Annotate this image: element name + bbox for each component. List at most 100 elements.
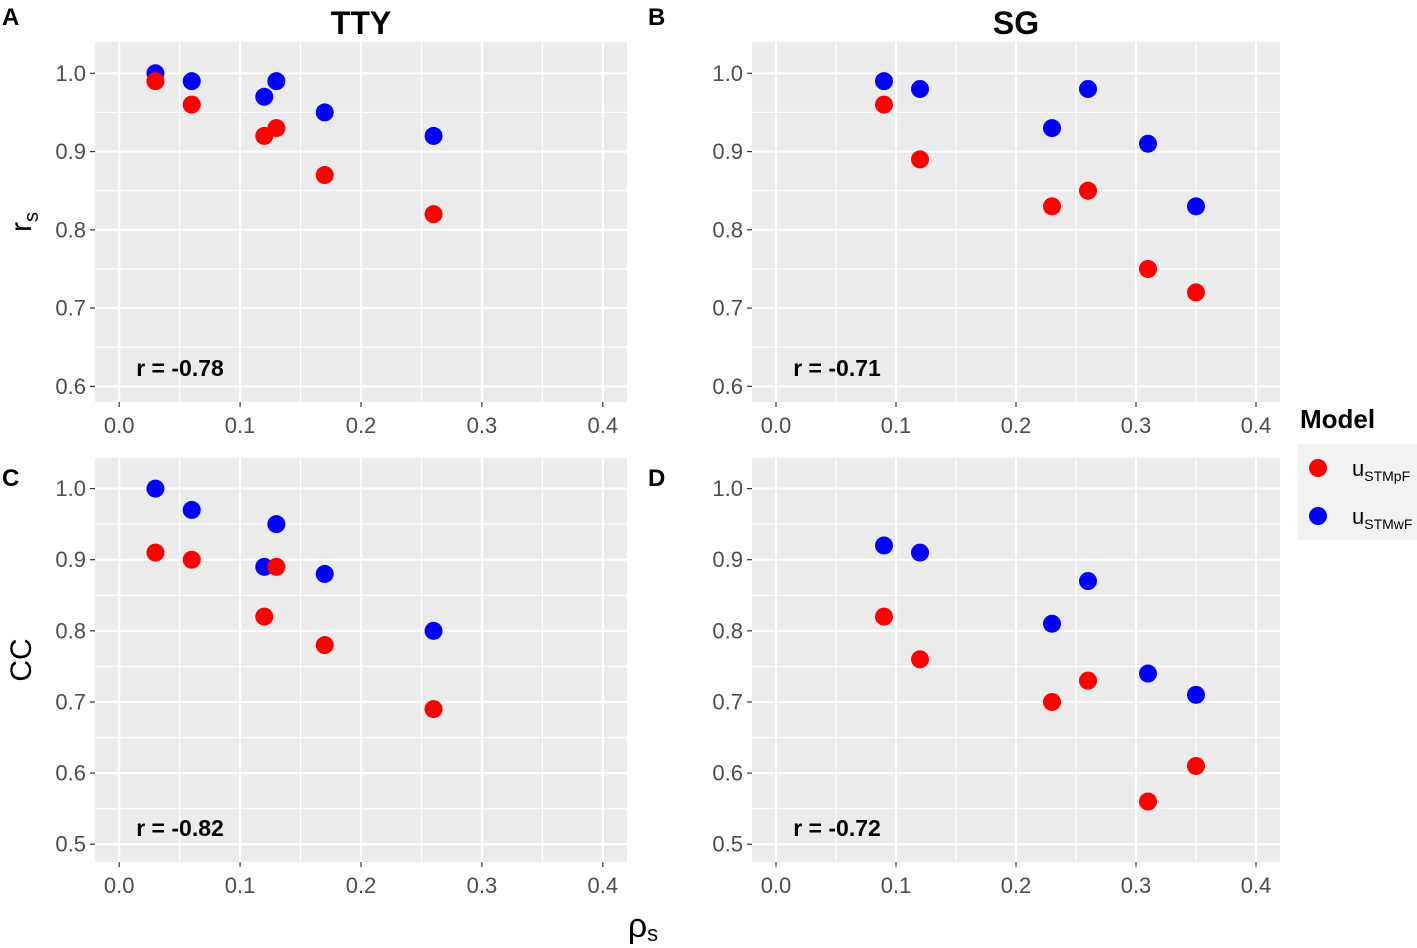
- y-tick-label: 0.6: [55, 761, 86, 786]
- point-ustmwf: [1043, 119, 1061, 138]
- correlation-annotation: r = -0.78: [136, 355, 224, 381]
- point-ustmwf: [875, 72, 893, 91]
- point-ustmwf: [182, 500, 201, 519]
- legend-label-subscript: STMwF: [1364, 516, 1412, 532]
- point-ustmwf: [911, 543, 929, 562]
- x-tick-label: 0.0: [761, 873, 792, 898]
- y-tick-label: 1.0: [55, 476, 86, 501]
- panel-b: 0.0 0.1 0.2 0.3 0.4 0.6 0.7 0.8 0.9 1.0 SG Br = -0.…: [648, 4, 1280, 438]
- point-ustmpf: [911, 650, 929, 669]
- point-ustmpf: [267, 557, 286, 576]
- point-ustmwf: [315, 564, 334, 583]
- series-ustmpf: [875, 607, 1205, 811]
- point-ustmwf: [255, 87, 274, 106]
- point-ustmwf: [1079, 572, 1097, 591]
- series-ustmwf: [875, 72, 1205, 216]
- x-axis-label: ρs: [628, 907, 658, 946]
- point-ustmpf: [1079, 671, 1097, 690]
- panel-a: 0.0 0.1 0.2 0.3 0.4 0.6 0.7 0.8 0.9 1.0 TTY Ars r = …: [2, 4, 627, 438]
- x-tick-label: 0.1: [881, 413, 912, 438]
- y-tick-label: 0.8: [712, 217, 743, 242]
- panel-title: TTY: [331, 5, 391, 41]
- point-ustmwf: [424, 621, 443, 640]
- x-tick-label: 0.0: [104, 873, 135, 898]
- point-ustmwf: [1187, 197, 1205, 216]
- x-tick-label: 0.2: [346, 873, 377, 898]
- x-tick-label: 0.3: [1121, 873, 1152, 898]
- x-tick-label: 0.0: [761, 413, 792, 438]
- x-tick-label: 0.4: [1241, 873, 1272, 898]
- legend-label-main: u: [1352, 504, 1364, 529]
- point-ustmpf: [911, 150, 929, 169]
- point-ustmpf: [1187, 283, 1205, 302]
- point-ustmpf: [182, 95, 201, 114]
- x-tick-label: 0.3: [467, 413, 498, 438]
- x-tick-label: 0.4: [1241, 413, 1272, 438]
- y-tick-label: 0.7: [55, 689, 86, 714]
- x-axis-label-subscript: s: [647, 921, 658, 946]
- y-axis-label: CC: [5, 638, 38, 681]
- y-tick-label: 1.0: [55, 61, 86, 86]
- point-ustmwf: [911, 79, 929, 98]
- y-tick-label: 0.6: [55, 374, 86, 399]
- legend-key-ustmpf: [1309, 459, 1327, 477]
- y-tick-label: 0.7: [712, 296, 743, 321]
- x-tick-label: 0.3: [1121, 413, 1152, 438]
- y-tick-label: 0.5: [55, 832, 86, 857]
- x-tick-label: 0.1: [225, 873, 256, 898]
- point-ustmpf: [1043, 692, 1061, 711]
- point-ustmpf: [875, 95, 893, 114]
- y-axis-label-main: CC: [5, 638, 38, 681]
- y-axis-label-main: r: [5, 222, 38, 232]
- y-tick-label: 1.0: [712, 61, 743, 86]
- y-tick-label: 0.7: [55, 296, 86, 321]
- y-tick-label: 0.8: [55, 217, 86, 242]
- x-tick-label: 0.2: [346, 413, 377, 438]
- point-ustmpf: [1187, 756, 1205, 775]
- x-tick-label: 0.2: [1001, 873, 1032, 898]
- x-tick-label: 0.1: [225, 413, 256, 438]
- point-ustmpf: [424, 205, 443, 224]
- y-tick-label: 0.6: [712, 374, 743, 399]
- legend-label-ustmpf: uSTMpF: [1352, 456, 1410, 484]
- x-tick-label: 0.0: [104, 413, 135, 438]
- point-ustmpf: [1079, 181, 1097, 200]
- legend-title: Model: [1300, 404, 1375, 434]
- x-tick-label: 0.4: [588, 873, 619, 898]
- y-tick-label: 1.0: [712, 476, 743, 501]
- y-tick-label: 0.9: [55, 139, 86, 164]
- point-ustmwf: [1187, 685, 1205, 704]
- series-ustmwf: [875, 536, 1205, 704]
- point-ustmwf: [267, 515, 286, 534]
- point-ustmwf: [1139, 664, 1157, 683]
- y-tick-label: 0.6: [712, 761, 743, 786]
- panel-tag: B: [648, 4, 665, 31]
- panel-tag: C: [2, 465, 19, 492]
- legend-label-subscript: STMpF: [1364, 468, 1410, 484]
- legend-label-ustmwf: uSTMwF: [1352, 504, 1412, 532]
- panel-d: 0.0 0.1 0.2 0.3 0.4 0.5 0.6 0.7 0.8 0.9 1.0 Dr = -0…: [648, 458, 1280, 898]
- point-ustmwf: [424, 126, 443, 145]
- panel-tag: A: [2, 4, 19, 31]
- x-tick-label: 0.1: [881, 873, 912, 898]
- legend: Model uSTMpF uSTMwF: [1298, 404, 1417, 540]
- series-ustmpf: [875, 95, 1205, 302]
- correlation-annotation: r = -0.72: [793, 815, 881, 841]
- point-ustmwf: [875, 536, 893, 555]
- panels-layer: 0.0 0.1 0.2 0.3 0.4 0.6 0.7 0.8 0.9 1.0 TTY Ars r = …: [2, 4, 1280, 898]
- y-tick-label: 0.8: [55, 618, 86, 643]
- point-ustmpf: [267, 119, 286, 138]
- y-tick-label: 0.9: [712, 547, 743, 572]
- point-ustmpf: [875, 607, 893, 626]
- point-ustmwf: [1043, 614, 1061, 633]
- x-tick-label: 0.3: [467, 873, 498, 898]
- legend-label-main: u: [1352, 456, 1364, 481]
- x-axis-label-main: ρ: [628, 907, 647, 945]
- x-tick-label: 0.4: [588, 413, 619, 438]
- point-ustmpf: [255, 607, 274, 626]
- point-ustmpf: [1043, 197, 1061, 216]
- point-ustmwf: [1079, 79, 1097, 98]
- point-ustmpf: [315, 166, 334, 185]
